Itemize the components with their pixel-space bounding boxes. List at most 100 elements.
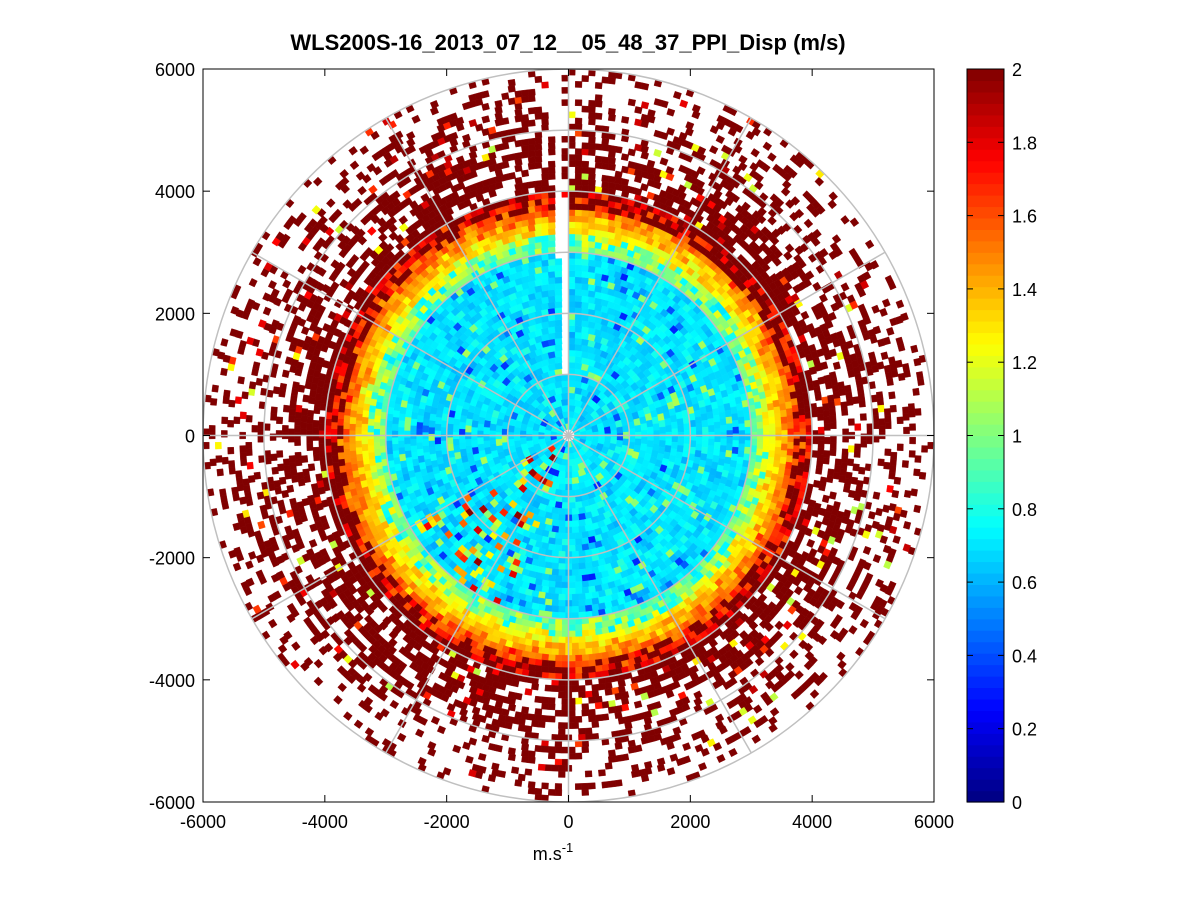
data-cell	[574, 288, 583, 296]
data-cell	[367, 425, 375, 433]
data-cell	[355, 453, 364, 462]
data-cell	[756, 421, 764, 430]
data-cell	[581, 295, 590, 303]
data-cell	[551, 642, 559, 650]
data-cell	[332, 461, 340, 470]
data-cell	[756, 448, 764, 457]
data-cell	[737, 416, 746, 425]
data-cell	[375, 461, 383, 470]
data-cell	[725, 443, 734, 452]
data-cell	[557, 520, 566, 528]
data-cell	[578, 562, 586, 570]
data-cell	[587, 579, 596, 588]
data-cell	[541, 265, 550, 273]
data-cell	[792, 411, 800, 420]
data-cell	[584, 641, 593, 649]
data-cell	[574, 178, 583, 186]
data-cell	[452, 445, 461, 453]
data-cell	[513, 426, 521, 435]
data-cell	[574, 666, 583, 674]
data-cell	[791, 458, 800, 467]
data-cell	[798, 408, 806, 416]
data-cell	[331, 408, 339, 416]
data-cell	[769, 437, 776, 445]
data-cell	[574, 221, 583, 229]
data-cell	[361, 437, 368, 445]
data-cell	[568, 661, 576, 668]
data-cell	[554, 356, 563, 364]
data-cell	[554, 575, 563, 583]
data-cell	[568, 581, 576, 589]
data-cell	[568, 458, 577, 467]
data-cell	[541, 271, 550, 280]
data-cell	[541, 210, 549, 218]
data-cell	[588, 222, 596, 230]
data-cell	[574, 209, 583, 217]
data-cell	[452, 424, 460, 433]
data-cell	[558, 642, 566, 650]
data-cell	[423, 451, 431, 460]
data-cell	[483, 440, 491, 448]
data-cell	[355, 413, 363, 421]
data-cell	[547, 258, 556, 266]
data-cell	[706, 451, 714, 460]
data-cell	[355, 426, 362, 434]
data-cell	[350, 456, 358, 465]
data-cell	[574, 343, 583, 352]
data-cell	[581, 228, 590, 236]
data-cell	[551, 568, 559, 576]
data-cell	[367, 411, 376, 420]
data-cell	[476, 436, 484, 445]
data-cell	[577, 525, 586, 533]
data-cell	[647, 426, 655, 435]
data-cell	[428, 413, 437, 422]
data-cell	[574, 203, 583, 211]
data-cell	[541, 283, 550, 292]
data-cell	[551, 562, 559, 570]
data-cell	[571, 514, 580, 522]
data-cell	[581, 586, 590, 594]
data-cell	[578, 648, 586, 656]
data-cell	[541, 579, 550, 588]
data-cell	[571, 648, 579, 656]
data-cell	[561, 667, 569, 674]
data-cell	[761, 411, 770, 420]
data-cell	[720, 425, 728, 433]
data-cell	[434, 416, 443, 425]
data-cell	[658, 440, 667, 448]
data-cell	[554, 288, 563, 296]
data-cell	[554, 276, 563, 284]
data-cell	[561, 655, 569, 662]
data-cell	[554, 319, 563, 327]
plot-axes: -6000 -4000 -2000 0 2000 4000 6000 60004000200…	[149, 60, 954, 832]
data-cell	[779, 403, 787, 411]
data-cell	[594, 217, 603, 225]
data-cell	[695, 436, 703, 445]
data-cell	[554, 673, 563, 680]
data-cell	[798, 448, 806, 457]
data-cell	[574, 587, 583, 595]
data-cell	[554, 538, 563, 546]
data-cell	[821, 396, 829, 405]
data-cell	[330, 441, 338, 450]
data-cell	[465, 417, 473, 426]
data-cell	[336, 438, 344, 446]
data-cell	[584, 635, 593, 643]
data-cell	[568, 245, 576, 253]
data-cell	[547, 660, 556, 668]
data-cell	[547, 277, 556, 285]
data-cell	[373, 414, 381, 423]
data-cell	[422, 438, 429, 447]
data-cell	[785, 401, 793, 410]
data-cell	[554, 343, 563, 352]
data-cell	[312, 426, 320, 434]
data-cell	[537, 646, 546, 655]
data-cell	[410, 445, 418, 453]
data-cell	[554, 282, 563, 290]
data-cell	[458, 441, 467, 450]
data-cell	[541, 216, 549, 224]
data-cell	[403, 443, 412, 452]
data-cell	[551, 648, 559, 656]
data-cell	[581, 221, 590, 230]
data-cell	[574, 233, 583, 241]
